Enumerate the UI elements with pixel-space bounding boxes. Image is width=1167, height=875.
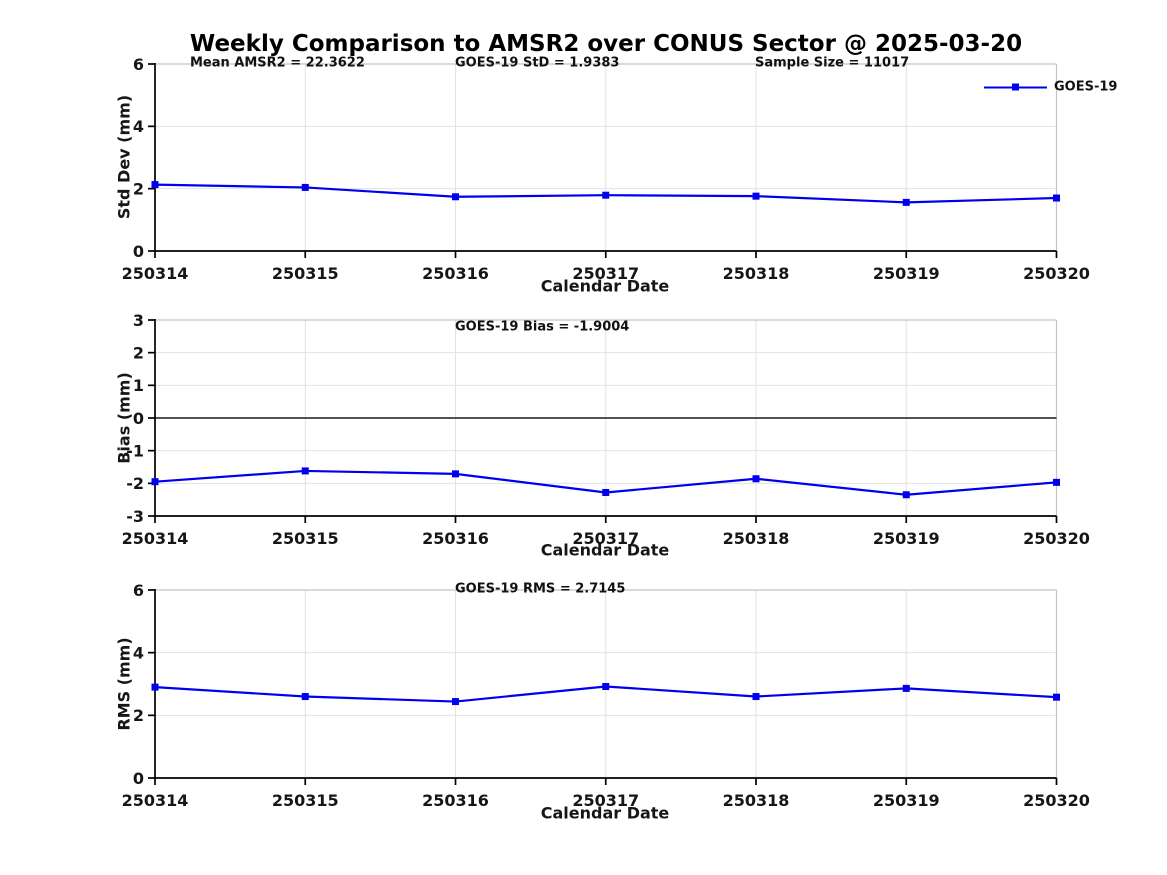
x-tick-label: 250317 [572, 791, 639, 810]
bias-y-axis-label: Bias (mm) [114, 372, 134, 464]
y-tick-label: 2 [133, 706, 144, 725]
x-tick-label: 250316 [422, 264, 489, 283]
y-tick-label: -2 [126, 474, 144, 493]
y-tick-label: 6 [133, 55, 144, 74]
rms-plot: 0 2 4 6 250314 250315 250316 250317 250318 250319… [122, 581, 1090, 810]
y-tick-label: 3 [133, 311, 144, 330]
data-point-marker [752, 192, 760, 200]
stat-goes19-bias: GOES-19 Bias = -1.9004 [455, 319, 630, 335]
data-point-marker [452, 193, 459, 201]
stat-goes19-std: GOES-19 StD = 1.9383 [455, 55, 620, 71]
legend-square-marker-icon [1012, 83, 1019, 91]
x-tick-label: 250320 [1023, 791, 1090, 810]
data-point-marker [602, 488, 610, 496]
y-tick-label: 0 [133, 409, 144, 428]
stddev-y-axis-label: Std Dev (mm) [114, 94, 134, 220]
stddev-plot: 0 2 4 6 250314 250315 250316 250317 250318 250319… [122, 55, 1090, 283]
y-tick-label: -1 [126, 441, 144, 460]
data-point-marker [902, 491, 910, 499]
x-tick-label: 250316 [422, 529, 489, 548]
data-point-marker [301, 183, 309, 191]
x-tick-label: 250320 [1023, 264, 1090, 283]
stat-goes19-rms: GOES-19 RMS = 2.7145 [455, 581, 626, 597]
chart-title: Weekly Comparison to AMSR2 over CONUS Se… [189, 31, 1023, 57]
stat-sample-size: Sample Size = 11017 [755, 55, 910, 71]
data-point-marker [752, 693, 760, 701]
data-point-marker [151, 478, 159, 486]
data-point-marker [1053, 693, 1060, 701]
bias-x-axis-label: Calendar Date [540, 540, 670, 560]
y-tick-label: 0 [133, 769, 144, 788]
data-point-marker [301, 467, 309, 475]
x-tick-label: 250319 [873, 529, 940, 548]
x-tick-label: 250317 [572, 264, 639, 283]
y-tick-label: 2 [133, 343, 144, 362]
data-point-marker [752, 475, 760, 483]
x-tick-label: 250319 [873, 264, 940, 283]
stat-mean-amsr2: Mean AMSR2 = 22.3622 [190, 55, 365, 71]
x-tick-label: 250318 [723, 529, 790, 548]
stddev-x-axis-label: Calendar Date [540, 276, 670, 296]
x-tick-label: 250314 [122, 264, 189, 283]
data-point-marker [452, 698, 459, 706]
rms-y-axis-label: RMS (mm) [114, 637, 134, 731]
x-tick-label: 250315 [272, 791, 339, 810]
data-point-marker [902, 198, 910, 206]
y-tick-label: 4 [133, 643, 144, 662]
y-tick-label: 1 [133, 376, 144, 395]
x-tick-label: 250317 [572, 529, 639, 548]
x-tick-label: 250314 [122, 791, 189, 810]
y-tick-label: 6 [133, 581, 144, 600]
x-tick-label: 250314 [122, 529, 189, 548]
rms-x-axis-label: Calendar Date [540, 803, 670, 823]
data-point-marker [452, 470, 459, 478]
data-point-marker [602, 191, 610, 199]
y-tick-label: 4 [133, 117, 144, 136]
x-tick-label: 250318 [723, 264, 790, 283]
x-tick-label: 250320 [1023, 529, 1090, 548]
data-point-marker [602, 683, 610, 691]
data-point-marker [151, 683, 159, 691]
y-tick-label: -3 [126, 507, 144, 526]
legend: GOES-19 [984, 80, 1117, 95]
x-tick-label: 250319 [873, 791, 940, 810]
data-point-marker [151, 181, 159, 189]
data-point-marker [301, 693, 309, 701]
y-tick-label: 2 [133, 179, 144, 198]
x-tick-label: 250316 [422, 791, 489, 810]
legend-line-sample [984, 83, 1047, 91]
x-tick-label: 250315 [272, 529, 339, 548]
x-tick-label: 250315 [272, 264, 339, 283]
legend-series-label: GOES-19 [1054, 79, 1118, 95]
x-tick-label: 250318 [723, 791, 790, 810]
bias-plot: -3 -2 -1 0 1 2 3 250314 250315 250316 250317 250318… [122, 311, 1090, 548]
data-point-marker [1053, 478, 1060, 486]
data-point-marker [1053, 194, 1060, 202]
data-point-marker [902, 684, 910, 692]
y-tick-label: 0 [133, 242, 144, 261]
